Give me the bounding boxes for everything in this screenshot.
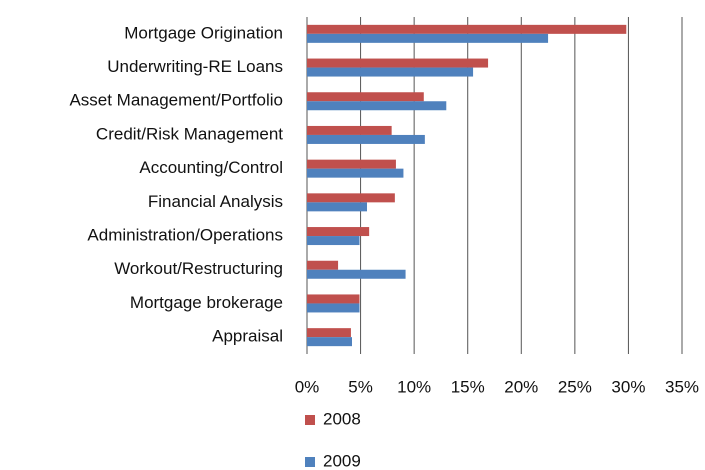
legend-label: 2008: [323, 409, 361, 428]
y-tick-label: Asset Management/Portfolio: [69, 91, 283, 110]
x-tick-label: 35%: [665, 377, 699, 396]
bar: [307, 202, 367, 212]
y-tick-label: Mortgage brokerage: [130, 293, 283, 312]
y-tick-label: Mortgage Origination: [124, 23, 283, 42]
bar: [307, 33, 549, 43]
bar: [307, 227, 370, 237]
bar: [307, 269, 406, 279]
bar: [307, 193, 395, 203]
legend-swatch: [305, 415, 315, 425]
y-tick-label: Underwriting-RE Loans: [107, 57, 283, 76]
x-tick-label: 0%: [295, 377, 320, 396]
bar: [307, 294, 360, 304]
x-tick-label: 10%: [397, 377, 431, 396]
bar: [307, 168, 404, 178]
bar: [307, 337, 352, 347]
bar: [307, 328, 351, 338]
bar: [307, 58, 489, 68]
bar: [307, 101, 447, 111]
y-tick-label: Financial Analysis: [148, 192, 283, 211]
y-tick-label: Appraisal: [212, 327, 283, 346]
x-tick-label: 30%: [611, 377, 645, 396]
x-tick-label: 25%: [558, 377, 592, 396]
bar: [307, 260, 339, 270]
x-tick-label: 20%: [504, 377, 538, 396]
y-tick-label: Workout/Restructuring: [114, 259, 283, 278]
bar: [307, 303, 360, 313]
legend-swatch: [305, 457, 315, 467]
y-tick-label: Credit/Risk Management: [96, 124, 283, 143]
legend-label: 2009: [323, 451, 361, 470]
bar: [307, 67, 474, 77]
x-tick-label: 15%: [451, 377, 485, 396]
bar: [307, 236, 360, 246]
bar: [307, 92, 424, 102]
bar: [307, 159, 396, 169]
bar: [307, 125, 392, 135]
x-tick-label: 5%: [348, 377, 373, 396]
bar: [307, 24, 627, 34]
y-tick-label: Administration/Operations: [87, 226, 283, 245]
y-tick-label: Accounting/Control: [139, 158, 283, 177]
bar: [307, 134, 425, 144]
